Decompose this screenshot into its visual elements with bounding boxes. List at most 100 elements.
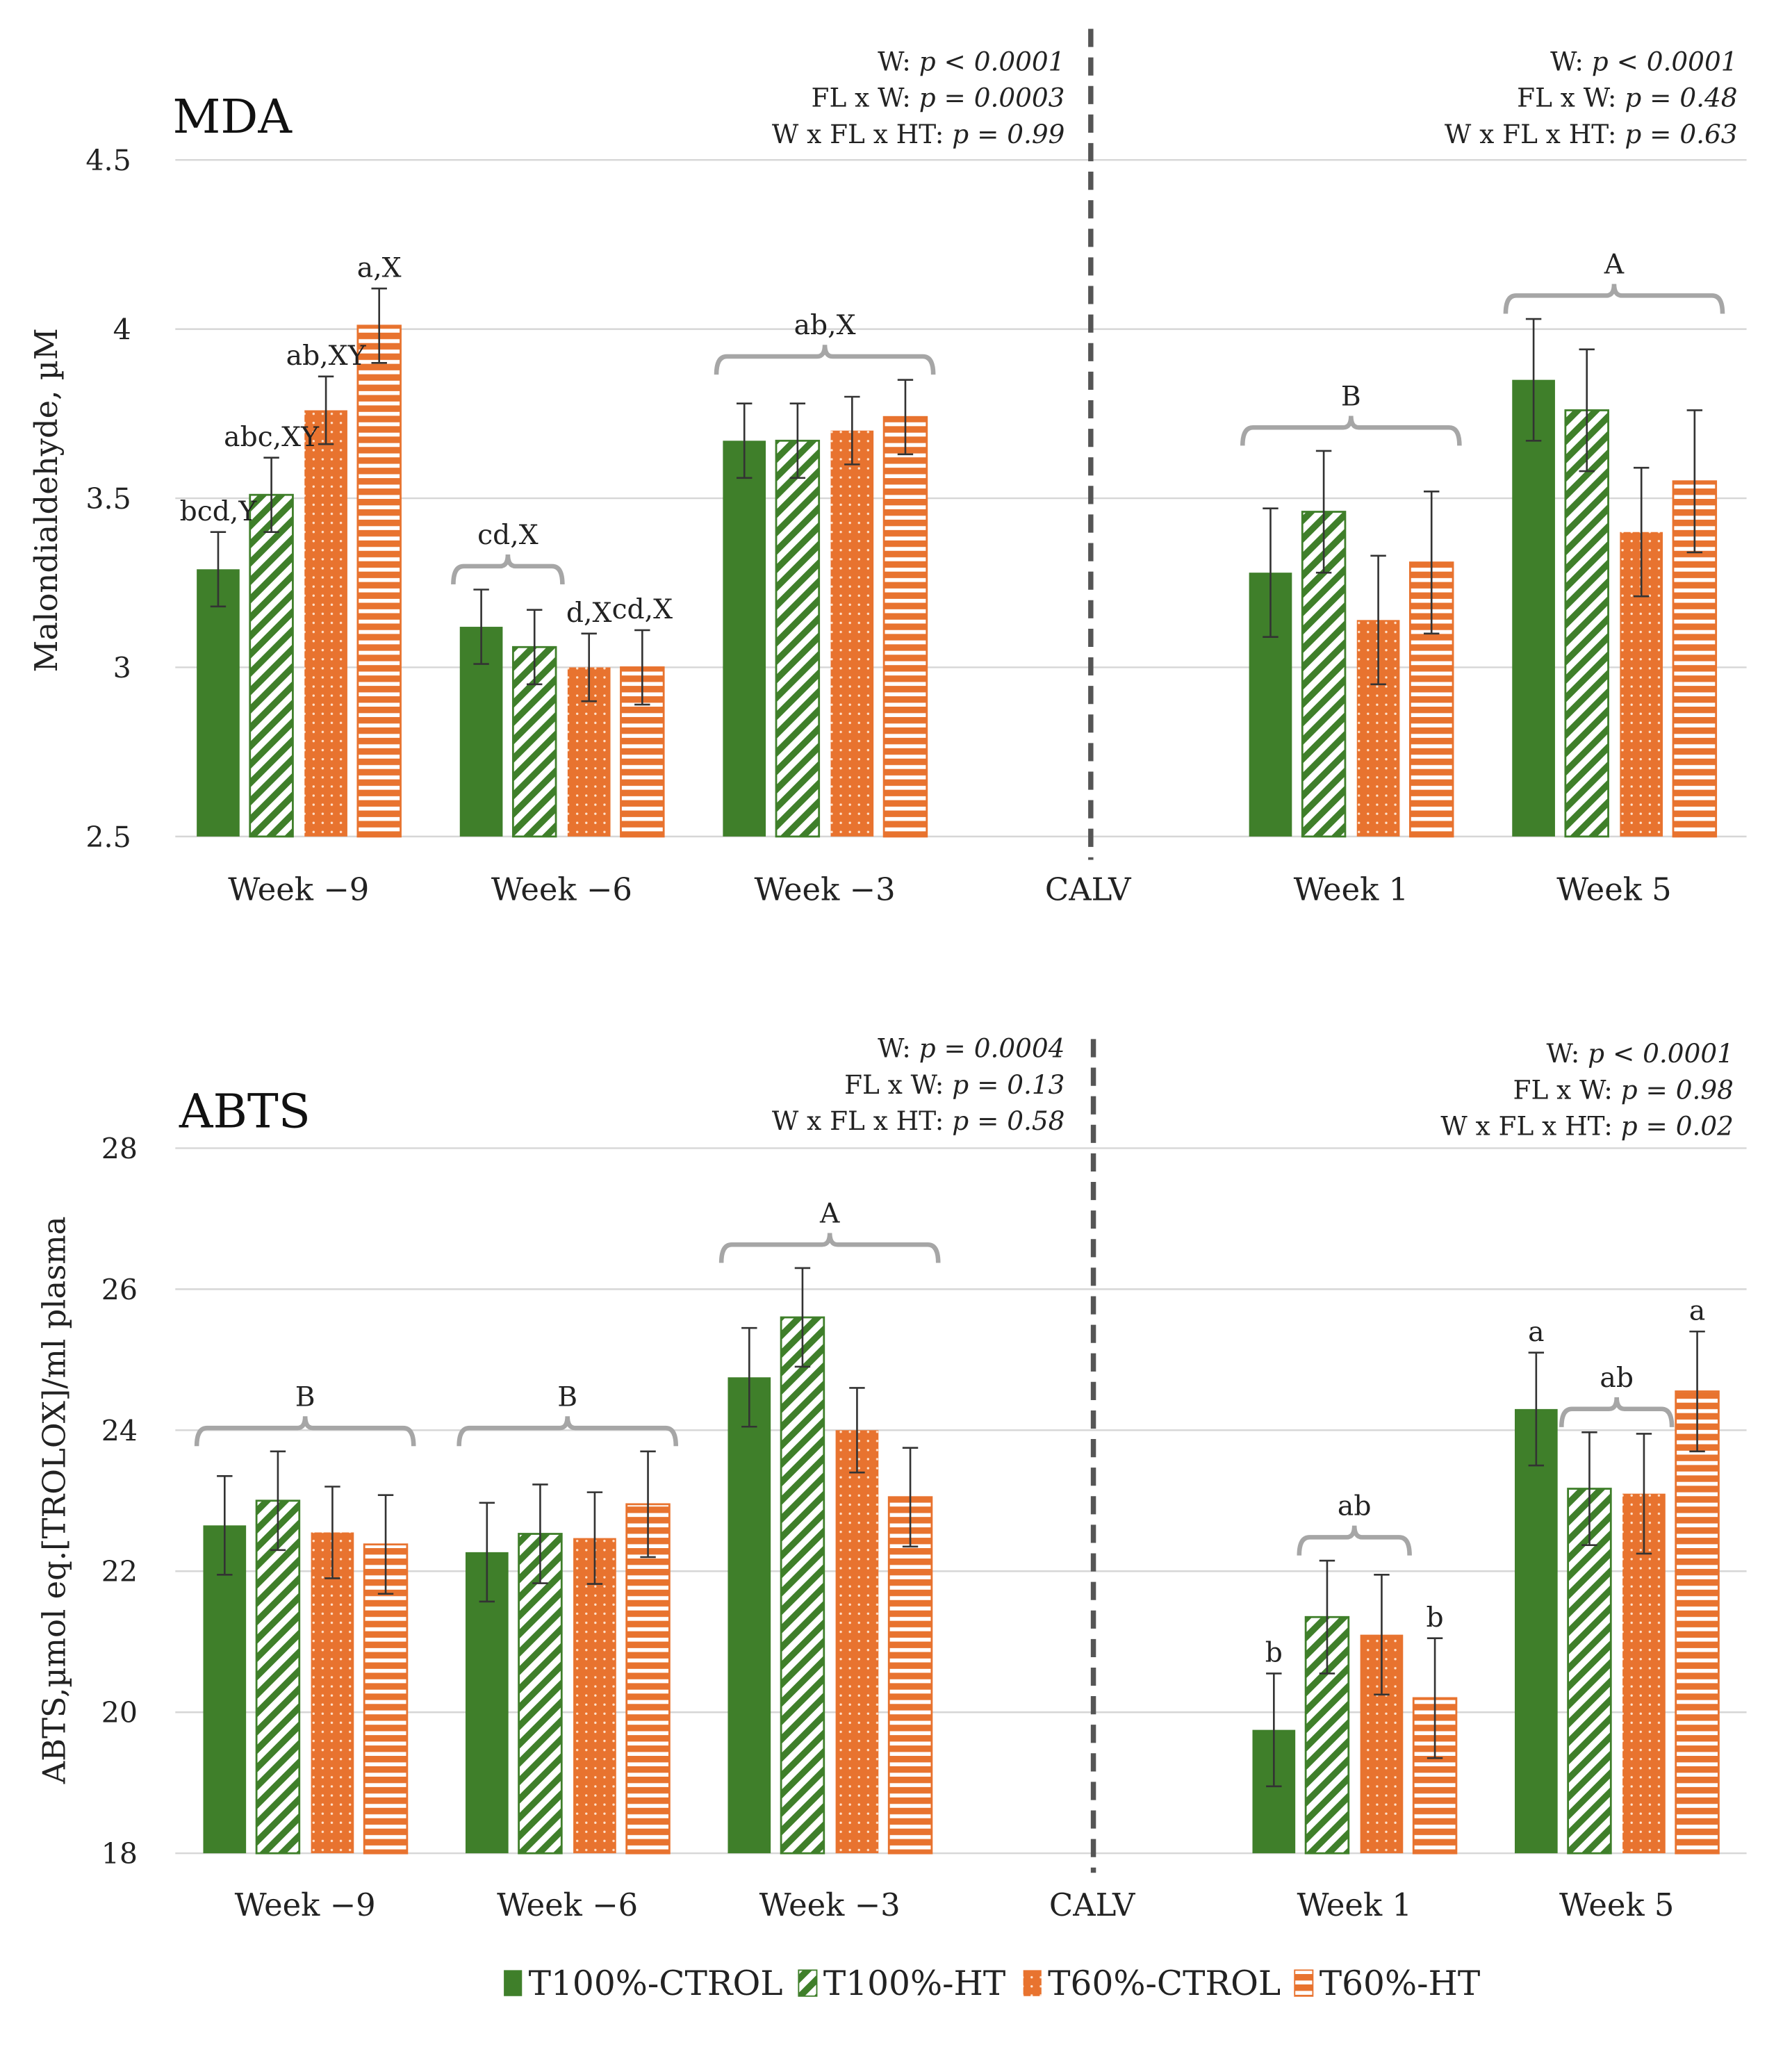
significance-label: ab,XY — [286, 340, 367, 372]
significance-bracket — [1559, 1397, 1675, 1427]
y-tick-label: 4 — [113, 313, 131, 347]
bar — [1515, 1408, 1558, 1854]
significance-label: B — [557, 1381, 577, 1413]
bar — [518, 1533, 563, 1855]
y-tick-label: 3.5 — [85, 482, 131, 516]
x-tick-label: Week −6 — [497, 1886, 638, 1923]
significance-bracket — [194, 1416, 416, 1447]
y-axis-label: Malondialdehyde, µM — [28, 328, 65, 672]
legend: T100%-CTROL T100%-HT T60%-CTROL T60%-HT — [504, 1964, 1480, 2003]
bar — [830, 430, 874, 837]
stat-line: W: p < 0.0001 — [1547, 1038, 1734, 1069]
significance-label: B — [1341, 381, 1361, 412]
significance-bracket — [1240, 416, 1462, 446]
bar — [255, 1499, 301, 1855]
bar — [573, 1538, 616, 1854]
bar — [1512, 379, 1555, 837]
bar — [311, 1532, 354, 1854]
bar — [728, 1377, 771, 1854]
significance-label: cd,X — [477, 520, 539, 551]
stat-line: W: p = 0.0004 — [878, 1033, 1064, 1064]
significance-label: b — [1427, 1602, 1444, 1634]
y-axis-label: ABTS,µmol eq.[TROLOX]/ml plasma — [35, 1216, 72, 1784]
mda-chart: MDA Malondialdehyde, µM W: p < 0.0001 FL… — [28, 28, 1747, 907]
significance-label: a — [1689, 1295, 1705, 1326]
significance-label: a,X — [357, 252, 402, 283]
y-tick-label: 24 — [101, 1414, 138, 1447]
significance-label: bcd,Y — [180, 496, 258, 527]
stat-line: FL x W: p = 0.98 — [1513, 1074, 1734, 1105]
legend-item-t100-ctrol: T100%-CTROL — [504, 1964, 783, 2003]
x-tick-label: Week 5 — [1559, 1886, 1674, 1923]
legend-label: T60%-CTROL — [1048, 1964, 1281, 2003]
y-tick-label: 4.5 — [85, 144, 131, 177]
significance-bracket — [451, 554, 565, 585]
legend-swatch — [1294, 1969, 1314, 1997]
x-tick-label: Week −3 — [759, 1886, 901, 1923]
y-tick-label: 22 — [101, 1555, 138, 1588]
significance-label: d,X — [566, 598, 612, 629]
legend-swatch — [798, 1969, 818, 1997]
abts-chart: ABTS ABTS,µmol eq.[TROLOX]/ml plasma W: … — [35, 1033, 1747, 1923]
x-tick-label: Week 5 — [1556, 871, 1671, 907]
bar — [887, 1496, 933, 1855]
legend-swatch — [504, 1970, 523, 1996]
bar — [1564, 409, 1609, 838]
significance-label: b — [1265, 1638, 1283, 1669]
bar — [197, 569, 240, 837]
x-tick-label: CALV — [1049, 1886, 1136, 1923]
bar — [723, 441, 766, 837]
significance-bracket — [1503, 283, 1725, 314]
x-tick-label: Week −3 — [755, 871, 896, 907]
bar — [882, 416, 928, 838]
significance-label: a — [1528, 1317, 1544, 1348]
bar — [304, 410, 347, 837]
legend-label: T100%-HT — [823, 1964, 1005, 2003]
legend-item-t60-ht: T60%-HT — [1294, 1964, 1480, 2003]
stat-line: FL x W: p = 0.0003 — [812, 83, 1065, 113]
bar — [356, 324, 402, 838]
significance-label: ab — [1600, 1363, 1634, 1394]
y-tick-label: 20 — [101, 1696, 138, 1729]
chart-title: MDA — [173, 90, 293, 144]
stat-line: FL x W: p = 0.13 — [844, 1069, 1064, 1100]
y-tick-label: 28 — [101, 1132, 138, 1165]
bar — [203, 1525, 247, 1854]
stat-line: W x FL x HT: p = 0.58 — [772, 1105, 1065, 1136]
y-tick-label: 18 — [101, 1837, 138, 1871]
bar — [835, 1430, 879, 1854]
x-tick-label: Week −9 — [235, 1886, 376, 1923]
stat-line: W x FL x HT: p = 0.99 — [772, 119, 1065, 149]
significance-bracket — [1297, 1525, 1412, 1556]
significance-bracket — [714, 345, 936, 375]
legend-item-t100-ht: T100%-HT — [798, 1964, 1005, 2003]
legend-swatch — [1023, 1970, 1042, 1996]
significance-label: ab,X — [794, 310, 856, 341]
x-tick-label: Week 1 — [1294, 871, 1408, 907]
bar — [775, 439, 821, 838]
significance-label: B — [295, 1381, 315, 1413]
significance-bracket — [718, 1233, 941, 1263]
x-tick-label: CALV — [1045, 871, 1132, 907]
bar — [625, 1503, 671, 1855]
significance-label: abc,XY — [224, 422, 320, 453]
y-tick-label: 3 — [113, 651, 131, 684]
bar — [1304, 1616, 1350, 1855]
stat-line: W x FL x HT: p = 0.02 — [1440, 1111, 1734, 1142]
bar — [1675, 1390, 1720, 1855]
stat-line: W x FL x HT: p = 0.63 — [1445, 119, 1738, 149]
x-tick-label: Week 1 — [1297, 1886, 1411, 1923]
significance-bracket — [457, 1416, 679, 1447]
chart-title: ABTS — [179, 1085, 311, 1139]
stat-line: W: p < 0.0001 — [878, 46, 1064, 76]
legend-item-t60-ctrol: T60%-CTROL — [1023, 1964, 1281, 2003]
y-tick-label: 2.5 — [85, 821, 131, 854]
y-tick-label: 26 — [101, 1273, 138, 1306]
significance-label: A — [1604, 249, 1625, 281]
bar — [249, 493, 294, 838]
legend-label: T60%-HT — [1320, 1964, 1481, 2003]
significance-label: ab — [1338, 1491, 1372, 1522]
bar — [780, 1316, 825, 1855]
significance-label: A — [819, 1199, 840, 1230]
significance-label: cd,X — [612, 594, 673, 625]
